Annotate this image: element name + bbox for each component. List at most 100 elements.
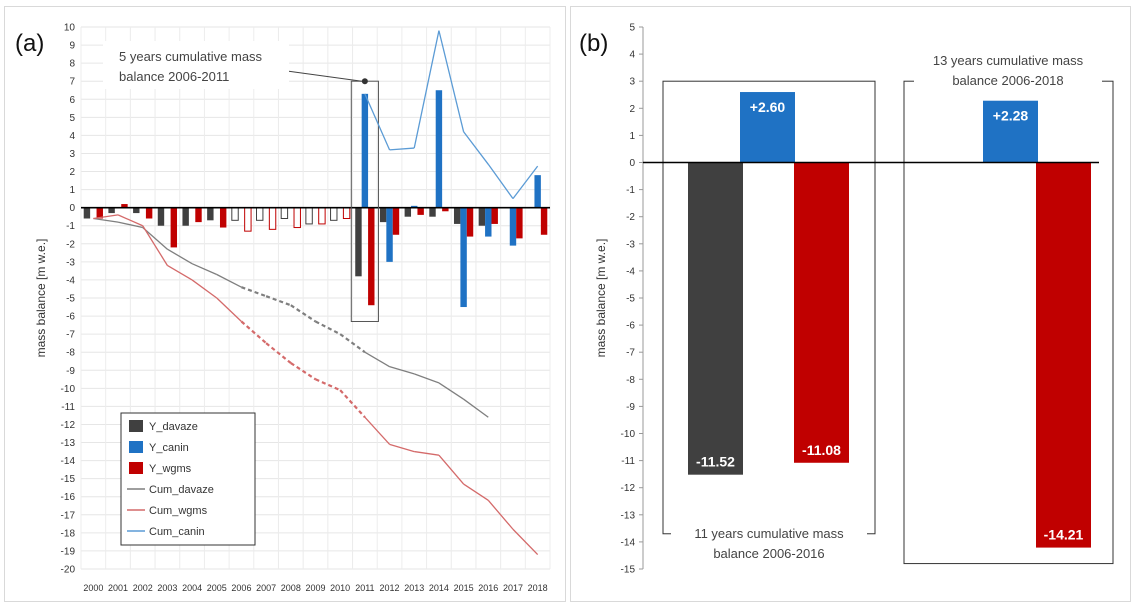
line-cum-wgms xyxy=(265,342,292,364)
data-label: -11.08 xyxy=(802,442,841,458)
y-tick-label: 6 xyxy=(69,95,75,106)
y-tick-label: -19 xyxy=(61,546,76,557)
legend-label: Y_wgms xyxy=(149,463,192,475)
y-tick-label: -4 xyxy=(626,266,635,277)
x-tick-label: 2013 xyxy=(404,583,424,593)
y-tick-label: 0 xyxy=(69,203,75,214)
bar-y-wgms xyxy=(540,207,548,235)
line-cum-canin xyxy=(512,165,539,200)
caption-background-1 xyxy=(671,521,867,566)
bar-cumulative-wgms xyxy=(1036,162,1091,548)
y-tick-label: 2 xyxy=(629,104,635,115)
y-tick-label: 4 xyxy=(69,131,75,142)
legend-swatch-y-canin xyxy=(129,441,143,453)
line-cum-canin xyxy=(463,131,489,165)
line-cum-davaze xyxy=(414,373,440,384)
bar-y-davaze xyxy=(182,207,189,226)
bar-y-davaze xyxy=(355,207,362,277)
bar-y-canin xyxy=(386,207,393,262)
x-tick-label: 2016 xyxy=(478,583,498,593)
x-tick-label: 2007 xyxy=(256,583,276,593)
y-tick-label: -4 xyxy=(66,275,75,286)
x-tick-label: 2008 xyxy=(281,583,301,593)
bar-y-davaze xyxy=(453,207,461,224)
line-cum-wgms xyxy=(240,320,267,344)
legend-box xyxy=(120,412,256,546)
bar-y-wgms xyxy=(96,207,103,219)
x-tick-label: 2006 xyxy=(231,583,251,593)
y-tick-label: -14 xyxy=(61,456,76,467)
y-tick-label: -6 xyxy=(66,312,75,323)
bar-y-canin xyxy=(411,205,418,208)
line-cum-wgms xyxy=(389,443,415,453)
y-tick-label: -18 xyxy=(61,528,76,539)
y-tick-label: -10 xyxy=(61,384,76,395)
line-cum-davaze xyxy=(389,366,415,375)
y-tick-label: -7 xyxy=(626,348,635,359)
bar-y-davaze xyxy=(133,207,140,214)
bar-y-canin xyxy=(534,175,541,208)
legend-label: Y_canin xyxy=(149,442,189,454)
line-cum-wgms xyxy=(191,279,218,299)
x-tick-label: 2018 xyxy=(528,583,548,593)
y-tick-label: 3 xyxy=(629,77,635,88)
line-cum-davaze xyxy=(314,320,341,336)
bar-y-wgms xyxy=(368,207,375,306)
bar-y-wgms xyxy=(293,207,301,229)
line-cum-wgms xyxy=(216,297,242,322)
x-tick-label: 2001 xyxy=(108,583,128,593)
x-tick-label: 2003 xyxy=(157,583,177,593)
chart-b: (b) mass balance [m w.e.] 5 4 3 2 1 0 -1 -2 -3 -4 -5… xyxy=(579,23,1114,576)
legend-swatch-y-davaze xyxy=(129,420,143,432)
line-cum-canin xyxy=(364,93,391,151)
bar-y-canin xyxy=(460,207,467,308)
line-cum-canin xyxy=(487,163,514,200)
annotation-marker xyxy=(361,78,368,85)
panel-b: (b) mass balance [m w.e.] 5 4 3 2 1 0 -1 -2 -3 -4 -5… xyxy=(570,6,1131,602)
y-tick-label: -9 xyxy=(66,366,75,377)
bar-y-wgms xyxy=(318,207,326,225)
line-cum-wgms xyxy=(290,362,317,381)
y-tick-label: -1 xyxy=(66,221,75,232)
line-cum-davaze xyxy=(216,273,242,288)
bar-y-davaze xyxy=(157,207,165,226)
legend-label: Cum_canin xyxy=(149,526,205,538)
y-tick-label: 2 xyxy=(69,167,75,178)
line-cum-canin xyxy=(413,30,440,149)
bar-y-davaze xyxy=(404,207,412,217)
y-tick-label: -2 xyxy=(66,239,75,250)
bar-y-wgms xyxy=(195,207,202,223)
bar-y-canin xyxy=(361,93,369,208)
line-cum-wgms xyxy=(93,214,119,220)
bar-y-wgms xyxy=(491,207,498,224)
legend-swatch-y-wgms xyxy=(129,462,143,474)
y-tick-label: 4 xyxy=(629,50,635,61)
y-tick-label: -13 xyxy=(61,438,76,449)
bar-y-davaze xyxy=(83,207,91,219)
data-label: +2.60 xyxy=(750,99,786,115)
bar-y-wgms xyxy=(219,207,227,228)
legend-label: Cum_davaze xyxy=(149,484,214,496)
line-cum-wgms xyxy=(339,389,366,418)
x-tick-label: 2015 xyxy=(454,583,474,593)
line-cum-davaze xyxy=(241,286,267,298)
y-tick-label: 8 xyxy=(69,59,75,70)
y-tick-label: -13 xyxy=(621,510,636,521)
bar-cumulative-canin xyxy=(983,100,1038,163)
line-cum-wgms xyxy=(364,416,391,445)
legend-label: Cum_wgms xyxy=(149,505,208,517)
x-tick-label: 2012 xyxy=(380,583,400,593)
bar-y-davaze xyxy=(231,207,239,221)
bar-y-wgms xyxy=(392,207,400,235)
y-tick-label: 10 xyxy=(64,23,76,34)
group-caption-2-line-1: 13 years cumulative mass xyxy=(933,53,1084,68)
line-cum-davaze xyxy=(290,304,317,323)
bar-y-wgms xyxy=(342,207,351,220)
y-tick-label: -15 xyxy=(61,474,76,485)
line-cum-canin xyxy=(389,147,415,151)
y-tick-label: 0 xyxy=(629,158,635,169)
bar-y-canin xyxy=(435,90,443,208)
y-tick-label: 1 xyxy=(629,131,635,142)
y-tick-label: -12 xyxy=(61,420,76,431)
line-cum-davaze xyxy=(117,221,143,229)
